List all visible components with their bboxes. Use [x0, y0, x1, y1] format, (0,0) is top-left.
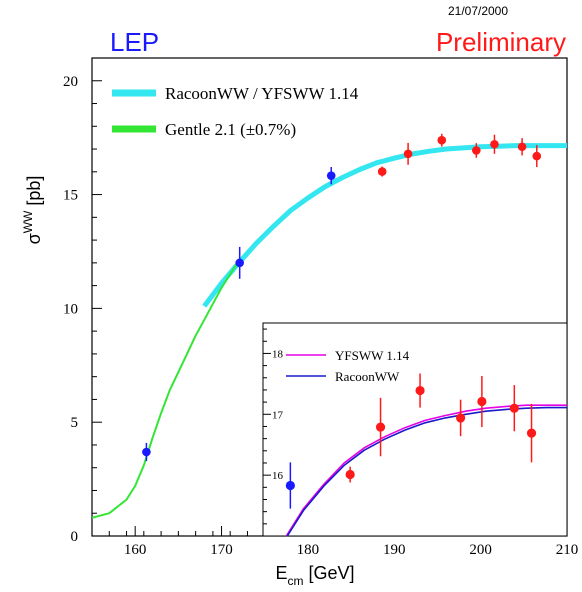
data-point — [142, 447, 151, 457]
main-data-points — [142, 133, 542, 462]
data-point — [490, 139, 499, 149]
x-tick-label: 160 — [124, 542, 147, 558]
inset-legend-label-racoon: RacoonWW — [335, 369, 400, 384]
x-tick-label: 180 — [297, 542, 320, 558]
y-axis-title: σWW [pb] — [21, 176, 44, 245]
racoon-yfsww-band — [202, 143, 567, 308]
inset-racoon-line — [286, 406, 567, 537]
data-point — [326, 171, 336, 180]
inset-y-tick-label: 18 — [272, 348, 284, 360]
x-tick-label: 190 — [383, 542, 406, 558]
x-tick-label: 200 — [469, 542, 492, 558]
main-series-group — [91, 143, 567, 519]
main-legend: RacoonWW / YFSWW 1.14 Gentle 2.1 (±0.7%) — [112, 84, 359, 139]
inset-legend: YFSWW 1.14 RacoonWW — [286, 348, 410, 384]
inset-plot-frame — [262, 322, 568, 537]
x-axis-title: Ecm [GeV] — [275, 563, 354, 588]
date-label: 21/07/2000 — [448, 4, 508, 18]
inset-data-point — [509, 403, 519, 413]
legend-label-racoon: RacoonWW / YFSWW 1.14 — [165, 84, 359, 103]
gentle-band — [91, 260, 240, 519]
y-tick-label: 0 — [71, 529, 79, 545]
inset-data-point — [456, 413, 466, 423]
data-point — [532, 151, 542, 161]
inset-data-point — [526, 428, 537, 438]
inset-legend-label-yfsww: YFSWW 1.14 — [335, 348, 410, 363]
lep-label: LEP — [110, 27, 159, 57]
y-tick-label: 10 — [63, 301, 78, 317]
legend-label-gentle: Gentle 2.1 (±0.7%) — [165, 120, 296, 139]
y-tick-label: 15 — [63, 188, 78, 204]
inset-data-point — [345, 469, 355, 480]
data-point — [472, 146, 481, 155]
y-tick-label: 20 — [63, 74, 78, 90]
x-tick-label: 210 — [556, 542, 579, 558]
preliminary-label: Preliminary — [436, 27, 566, 57]
inset-series-group — [285, 404, 567, 537]
x-tick-label: 170 — [210, 542, 233, 558]
inset-data-point — [477, 396, 487, 407]
inset-data-points — [285, 373, 537, 509]
data-point — [517, 142, 527, 152]
inset-yfsww-line — [285, 404, 567, 537]
data-point — [437, 135, 447, 145]
inset-data-point — [415, 385, 425, 396]
inset-data-point — [375, 422, 386, 432]
data-point — [377, 167, 387, 176]
inset-axis-ticks: 16 17 18 — [263, 328, 284, 525]
inset-y-tick-label: 16 — [272, 470, 284, 482]
y-tick-label: 5 — [71, 415, 79, 431]
inset-data-point — [285, 480, 295, 491]
data-point — [403, 149, 413, 159]
inset-y-tick-label: 17 — [272, 409, 284, 421]
data-point — [235, 258, 244, 268]
